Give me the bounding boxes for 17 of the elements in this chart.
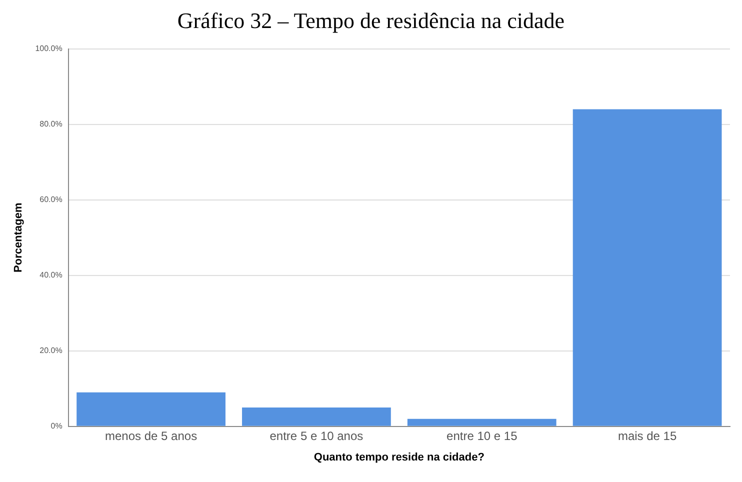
bar [242, 408, 391, 426]
bar [76, 392, 226, 426]
y-tick-label: 80.0% [40, 120, 62, 129]
bar [572, 109, 722, 426]
x-tick-label: entre 10 e 15 [446, 428, 518, 443]
y-tick-label: 100.0% [35, 44, 62, 54]
chart-title: Gráfico 32 – Tempo de residência na cidade [176, 8, 566, 34]
x-axis-title: Quanto tempo reside na cidade? [314, 451, 485, 464]
y-axis-title: Porcentagem [12, 202, 25, 272]
x-tick-label: menos de 5 anos [105, 428, 198, 443]
y-tick-label: 40.0% [40, 270, 62, 280]
x-tick-label: mais de 15 [618, 428, 677, 443]
y-tick-label: 20.0% [40, 346, 62, 356]
y-tick-label: 60.0% [40, 195, 62, 204]
y-tick-label: 0% [50, 422, 62, 431]
x-tick-label: entre 5 e 10 anos [270, 428, 364, 443]
bar [407, 418, 556, 426]
